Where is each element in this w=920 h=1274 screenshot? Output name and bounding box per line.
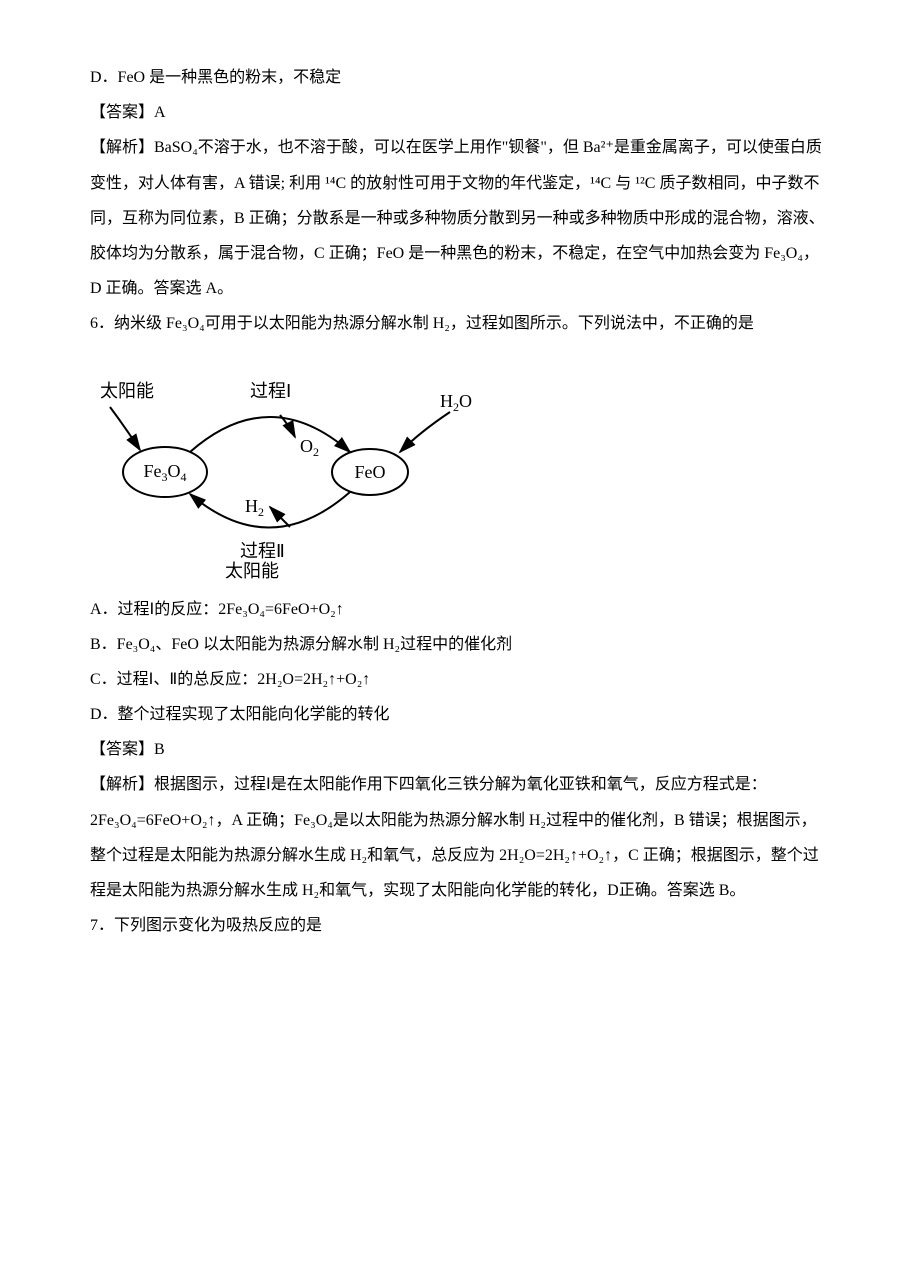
question-7-stem: 7．下列图示变化为吸热反应的是	[90, 908, 830, 943]
answer-5: 【答案】A	[90, 95, 830, 130]
answer-value: A	[154, 104, 166, 121]
answer-label: 【答案】	[90, 741, 154, 758]
h2-label: H2	[245, 496, 264, 519]
feo-label: FeO	[355, 462, 386, 482]
fe3o4-label: Fe3O4	[144, 461, 187, 484]
analysis-5: 【解析】BaSO₄不溶于水，也不溶于酸，可以在医学上用作"钡餐"，但 Ba²⁺是…	[90, 130, 830, 306]
q6-option-b: B．Fe₃O₄、FeO 以太阳能为热源分解水制 H₂过程中的催化剂	[90, 627, 830, 662]
o2-label: O2	[300, 436, 319, 459]
sun-top-label: 太阳能	[100, 381, 154, 401]
process-diagram: Fe3O4 FeO O2 H2O H2 太阳能 过程Ⅰ 过程Ⅱ 太阳能	[90, 352, 830, 582]
process2-label: 过程Ⅱ	[240, 541, 285, 561]
answer-label: 【答案】	[90, 104, 154, 121]
q6-option-a: A．过程Ⅰ的反应：2Fe₃O₄=6FeO+O₂↑	[90, 592, 830, 627]
q6-option-c: C．过程Ⅰ、Ⅱ的总反应：2H₂O=2H₂↑+O₂↑	[90, 662, 830, 697]
process1-label: 过程Ⅰ	[250, 381, 291, 401]
option-d-previous: D．FeO 是一种黑色的粉末，不稳定	[90, 60, 830, 95]
answer-value: B	[154, 741, 165, 758]
h2o-label: H2O	[440, 391, 472, 414]
answer-6: 【答案】B	[90, 732, 830, 767]
q6-option-d: D．整个过程实现了太阳能向化学能的转化	[90, 697, 830, 732]
question-6-stem: 6．纳米级 Fe₃O₄可用于以太阳能为热源分解水制 H₂，过程如图所示。下列说法…	[90, 306, 830, 341]
sun-bottom-label: 太阳能	[225, 561, 279, 581]
analysis-6: 【解析】根据图示，过程Ⅰ是在太阳能作用下四氧化三铁分解为氧化亚铁和氧气，反应方程…	[90, 767, 830, 908]
